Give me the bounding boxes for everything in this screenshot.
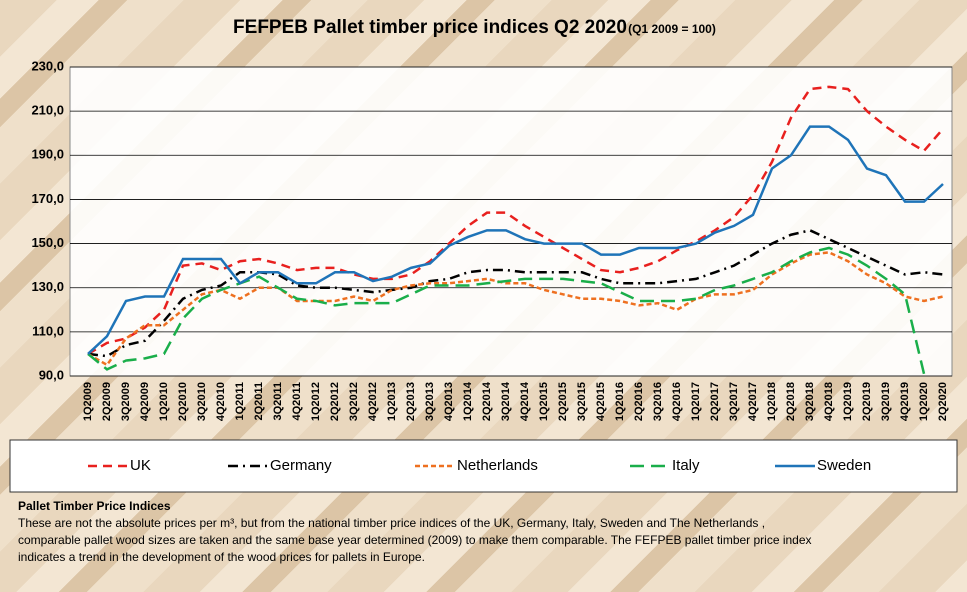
x-tick-label: 2Q2019 (861, 382, 873, 421)
series-line (87, 251, 944, 367)
x-tick-label: 3Q2015 (576, 382, 588, 421)
x-tick-label: 1Q2020 (918, 382, 930, 421)
x-tick-label: 3Q2014 (500, 381, 512, 421)
x-tick-label: 4Q2014 (519, 381, 531, 421)
series-line (87, 229, 944, 358)
series-line (87, 125, 944, 355)
x-tick-label: 4Q2016 (671, 382, 683, 421)
x-tick-label: 4Q2010 (215, 382, 227, 421)
y-tick-label: 210,0 (31, 103, 64, 118)
legend-label: Italy (672, 457, 700, 474)
x-tick-label: 3Q2017 (728, 382, 740, 421)
note-line: indicates a trend in the development of … (18, 550, 425, 564)
plot-area (69, 66, 953, 377)
y-tick-label: 190,0 (31, 147, 64, 162)
x-tick-label: 2Q2020 (937, 382, 949, 421)
note-line: comparable pallet wood sizes are taken a… (18, 533, 812, 547)
x-tick-label: 1Q2009 (82, 382, 94, 421)
y-tick-label: 110,0 (32, 323, 64, 338)
x-tick-label: 1Q2019 (842, 382, 854, 421)
note: Pallet Timber Price Indices These are no… (18, 498, 958, 566)
x-tick-label: 2Q2011 (253, 382, 265, 421)
x-tick-label: 3Q2019 (880, 382, 892, 421)
x-tick-label: 3Q2018 (804, 382, 816, 421)
x-tick-label: 2Q2018 (785, 382, 797, 421)
legend-label: Netherlands (457, 457, 538, 474)
x-tick-label: 1Q2011 (234, 382, 246, 421)
x-tick-label: 1Q2013 (386, 382, 398, 421)
x-tick-label: 4Q2013 (443, 382, 455, 421)
legend-label: UK (130, 457, 151, 474)
x-tick-label: 3Q2016 (652, 382, 664, 421)
x-tick-label: 2Q2014 (481, 381, 493, 421)
x-tick-label: 3Q2011 (272, 382, 284, 421)
y-tick-label: 90,0 (39, 367, 64, 382)
x-tick-label: 1Q2017 (690, 382, 702, 421)
x-tick-label: 4Q2015 (595, 382, 607, 421)
y-tick-label: 150,0 (31, 235, 64, 250)
x-tick-label: 4Q2017 (747, 382, 759, 421)
x-tick-label: 2Q2017 (709, 382, 721, 421)
series-line (87, 246, 926, 375)
x-tick-label: 1Q2018 (766, 382, 778, 421)
x-tick-label: 4Q2012 (367, 382, 379, 421)
note-line: These are not the absolute prices per m³… (18, 516, 766, 530)
series-line (87, 85, 944, 356)
x-tick-label: 3Q2012 (348, 382, 360, 421)
y-tick-label: 170,0 (31, 191, 64, 206)
x-tick-label: 3Q2013 (424, 382, 436, 421)
x-tick-label: 1Q2014 (462, 381, 474, 421)
chart-title: FEFPEB Pallet timber price indices Q2 20… (233, 17, 627, 38)
chart-subtitle: (Q1 2009 = 100) (628, 22, 716, 36)
x-tick-label: 2Q2015 (557, 382, 569, 421)
x-tick-label: 4Q2018 (823, 382, 835, 421)
x-tick-label: 2Q2009 (101, 382, 113, 421)
x-tick-label: 1Q2015 (538, 382, 550, 421)
x-tick-label: 4Q2009 (139, 382, 151, 421)
x-tick-label: 4Q2019 (899, 382, 911, 421)
x-tick-label: 2Q2013 (405, 382, 417, 421)
x-tick-label: 1Q2010 (158, 382, 170, 421)
legend-label: Germany (270, 457, 332, 474)
legend-label: Sweden (817, 457, 871, 474)
y-tick-label: 130,0 (31, 279, 64, 294)
x-tick-label: 1Q2012 (310, 382, 322, 421)
x-tick-label: 4Q2011 (291, 382, 303, 421)
y-tick-label: 230,0 (31, 58, 64, 73)
note-heading: Pallet Timber Price Indices (18, 499, 171, 513)
x-tick-label: 1Q2016 (614, 382, 626, 421)
x-tick-label: 2Q2010 (177, 382, 189, 421)
x-tick-label: 2Q2016 (633, 382, 645, 421)
x-tick-label: 2Q2012 (329, 382, 341, 421)
x-tick-label: 3Q2010 (196, 382, 208, 421)
x-tick-label: 3Q2009 (120, 382, 132, 421)
chart: FEFPEB Pallet timber price indices Q2 20… (9, 17, 958, 493)
